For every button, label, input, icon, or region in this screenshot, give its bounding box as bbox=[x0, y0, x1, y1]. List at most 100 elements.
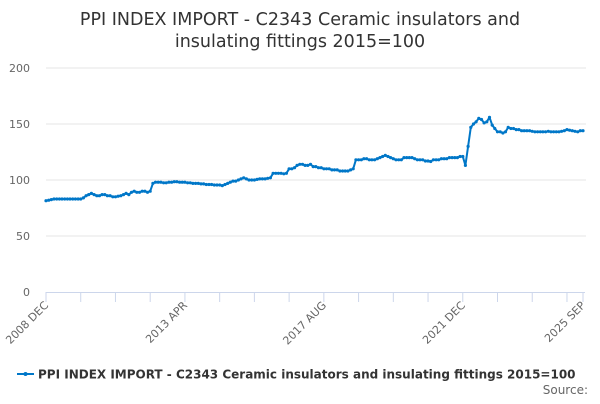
data-point[interactable] bbox=[495, 130, 500, 134]
data-point[interactable] bbox=[170, 180, 174, 184]
data-point[interactable] bbox=[92, 193, 96, 197]
data-point[interactable] bbox=[65, 197, 69, 201]
data-point[interactable] bbox=[405, 156, 409, 160]
data-point[interactable] bbox=[391, 157, 395, 161]
data-point[interactable] bbox=[455, 156, 459, 160]
data-point[interactable] bbox=[498, 130, 502, 134]
data-point[interactable] bbox=[362, 157, 366, 161]
data-point[interactable] bbox=[108, 194, 112, 198]
data-point[interactable] bbox=[324, 167, 329, 171]
data-point[interactable] bbox=[421, 158, 425, 162]
data-point[interactable] bbox=[153, 180, 158, 184]
data-point[interactable] bbox=[386, 154, 390, 159]
data-point[interactable] bbox=[100, 193, 104, 197]
data-point[interactable] bbox=[97, 194, 101, 198]
data-point[interactable] bbox=[544, 130, 548, 134]
data-point[interactable] bbox=[303, 163, 307, 167]
data-point[interactable] bbox=[282, 172, 286, 176]
data-point[interactable] bbox=[258, 177, 262, 181]
data-point[interactable] bbox=[327, 167, 331, 171]
data-point[interactable] bbox=[226, 181, 230, 185]
data-point[interactable] bbox=[450, 156, 454, 160]
data-point[interactable] bbox=[439, 157, 443, 161]
data-point[interactable] bbox=[271, 171, 275, 175]
data-point[interactable] bbox=[292, 166, 297, 170]
data-point[interactable] bbox=[576, 130, 580, 134]
data-point[interactable] bbox=[346, 169, 350, 173]
data-point[interactable] bbox=[79, 197, 83, 201]
data-point[interactable] bbox=[434, 158, 438, 162]
legend[interactable]: PPI INDEX IMPORT - C2343 Ceramic insulat… bbox=[17, 368, 576, 382]
data-point[interactable] bbox=[47, 198, 51, 202]
data-point[interactable] bbox=[215, 183, 219, 187]
data-point[interactable] bbox=[503, 130, 508, 134]
data-point[interactable] bbox=[560, 129, 564, 133]
data-point[interactable] bbox=[207, 182, 211, 187]
data-point[interactable] bbox=[410, 156, 414, 160]
data-point[interactable] bbox=[354, 158, 358, 162]
data-point[interactable] bbox=[121, 193, 126, 197]
data-point[interactable] bbox=[413, 157, 417, 161]
data-point[interactable] bbox=[338, 169, 342, 173]
data-point[interactable] bbox=[129, 190, 134, 194]
data-point[interactable] bbox=[426, 159, 430, 163]
data-point[interactable] bbox=[180, 180, 184, 184]
data-point[interactable] bbox=[242, 176, 246, 180]
data-point[interactable] bbox=[557, 130, 561, 134]
data-point[interactable] bbox=[541, 130, 545, 134]
data-point[interactable] bbox=[418, 158, 422, 162]
data-point[interactable] bbox=[581, 129, 585, 133]
data-point[interactable] bbox=[373, 158, 377, 162]
data-point[interactable] bbox=[140, 189, 144, 193]
data-point[interactable] bbox=[162, 181, 166, 185]
data-point[interactable] bbox=[223, 182, 227, 187]
data-point[interactable] bbox=[298, 162, 302, 166]
data-point[interactable] bbox=[394, 158, 398, 162]
data-point[interactable] bbox=[442, 157, 446, 161]
data-point[interactable] bbox=[300, 162, 305, 166]
data-point[interactable] bbox=[137, 190, 142, 194]
data-point[interactable] bbox=[252, 178, 256, 182]
data-point[interactable] bbox=[284, 171, 288, 175]
data-point[interactable] bbox=[397, 158, 401, 162]
data-point[interactable] bbox=[194, 181, 198, 185]
data-point[interactable] bbox=[332, 168, 337, 172]
data-point[interactable] bbox=[383, 153, 387, 157]
data-point[interactable] bbox=[349, 168, 353, 172]
data-point[interactable] bbox=[228, 180, 232, 184]
data-point[interactable] bbox=[330, 168, 334, 172]
data-point[interactable] bbox=[244, 177, 248, 181]
data-point[interactable] bbox=[103, 193, 107, 197]
data-point[interactable] bbox=[212, 183, 216, 187]
data-point[interactable] bbox=[231, 179, 235, 183]
data-point[interactable] bbox=[461, 154, 465, 159]
data-point[interactable] bbox=[552, 130, 556, 134]
data-point[interactable] bbox=[474, 120, 478, 124]
data-point[interactable] bbox=[565, 128, 569, 132]
data-point[interactable] bbox=[538, 130, 542, 134]
data-point[interactable] bbox=[525, 129, 529, 133]
data-point[interactable] bbox=[156, 180, 160, 184]
data-point[interactable] bbox=[463, 163, 467, 167]
data-point[interactable] bbox=[276, 171, 280, 175]
data-point[interactable] bbox=[279, 171, 283, 175]
data-point[interactable] bbox=[76, 197, 80, 201]
data-point[interactable] bbox=[389, 156, 393, 160]
data-point[interactable] bbox=[570, 129, 574, 133]
data-point[interactable] bbox=[341, 169, 345, 173]
data-point[interactable] bbox=[520, 129, 524, 133]
data-point[interactable] bbox=[218, 183, 222, 187]
data-point[interactable] bbox=[402, 156, 406, 160]
data-point[interactable] bbox=[210, 182, 214, 187]
data-point[interactable] bbox=[423, 159, 427, 163]
data-point[interactable] bbox=[568, 128, 572, 132]
data-point[interactable] bbox=[458, 154, 462, 159]
data-point[interactable] bbox=[247, 178, 251, 182]
data-point[interactable] bbox=[482, 121, 486, 125]
data-point[interactable] bbox=[164, 181, 168, 185]
data-point[interactable] bbox=[287, 167, 291, 171]
data-point[interactable] bbox=[493, 126, 497, 131]
data-point[interactable] bbox=[263, 177, 267, 181]
data-point[interactable] bbox=[60, 197, 64, 201]
data-point[interactable] bbox=[415, 158, 419, 162]
